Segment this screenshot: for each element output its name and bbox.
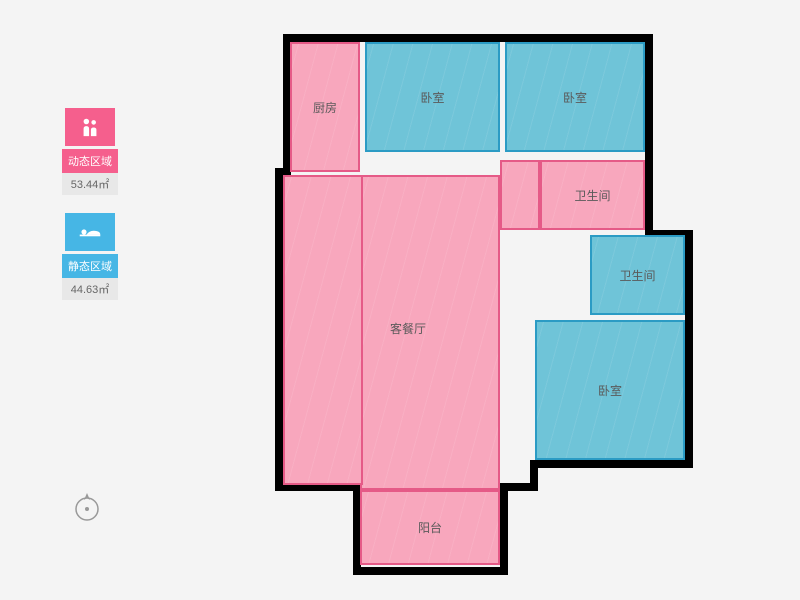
room-balcony: 阳台 (360, 490, 500, 565)
room-bedroom1: 卧室 (365, 42, 500, 152)
compass-icon (70, 490, 104, 529)
legend-static-icon-box (65, 213, 115, 251)
room-label-bath1: 卫生间 (574, 187, 610, 204)
room-label-bedroom2: 卧室 (563, 89, 587, 106)
people-icon (79, 116, 101, 138)
room-living-part2 (500, 160, 540, 230)
legend-dynamic-block: 动态区域 53.44㎡ (55, 108, 125, 195)
legend-panel: 动态区域 53.44㎡ 静态区域 44.63㎡ (55, 108, 125, 318)
room-bedroom3: 卧室 (535, 320, 685, 460)
legend-static-block: 静态区域 44.63㎡ (55, 213, 125, 300)
floorplan-container: 厨房卧室卧室客餐厅卫生间卫生间卧室阳台 (275, 30, 700, 585)
room-bath1: 卫生间 (540, 160, 645, 230)
legend-dynamic-title: 动态区域 (62, 149, 118, 173)
room-living-part1 (283, 175, 363, 485)
room-bedroom2: 卧室 (505, 42, 645, 152)
sleep-icon (78, 223, 102, 241)
room-label-bedroom3: 卧室 (598, 382, 622, 399)
room-living-part0 (360, 175, 500, 490)
legend-dynamic-icon-box (65, 108, 115, 146)
room-label-balcony: 阳台 (418, 519, 442, 536)
room-label-kitchen: 厨房 (313, 99, 337, 116)
legend-dynamic-value: 53.44㎡ (62, 173, 118, 195)
room-label-bedroom1: 卧室 (420, 89, 444, 106)
legend-static-title: 静态区域 (62, 254, 118, 278)
legend-static-value: 44.63㎡ (62, 278, 118, 300)
room-bath2: 卫生间 (590, 235, 685, 315)
room-label-living: 客餐厅 (390, 320, 426, 337)
room-kitchen: 厨房 (290, 42, 360, 172)
room-label-bath2: 卫生间 (619, 267, 655, 284)
rooms-layer: 厨房卧室卧室客餐厅卫生间卫生间卧室阳台 (275, 30, 700, 585)
